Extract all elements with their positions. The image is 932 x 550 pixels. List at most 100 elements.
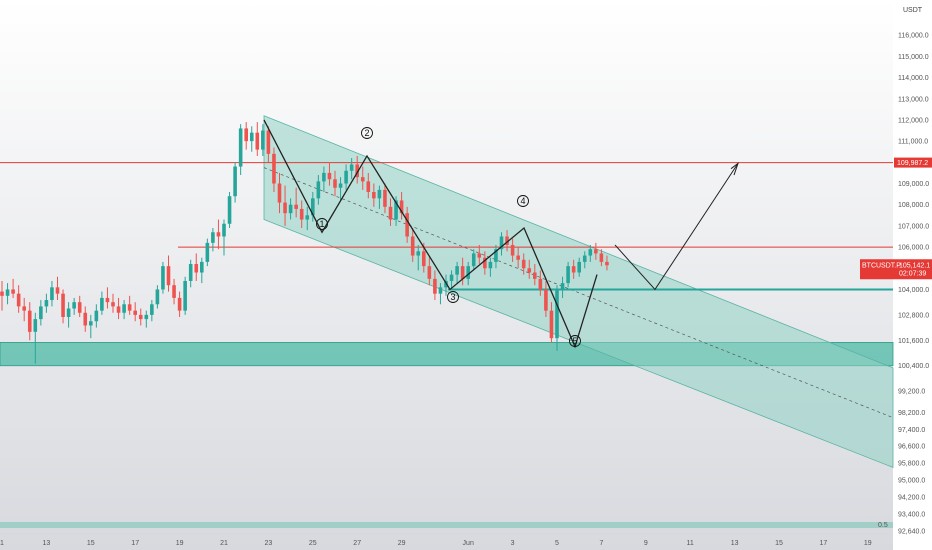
y-tick-label: 96,600.0	[898, 444, 925, 451]
candle-body	[477, 253, 482, 258]
candle-body	[0, 291, 4, 296]
candle-body	[471, 253, 476, 267]
wave-label: 1	[319, 219, 324, 229]
wave-label: 4	[520, 196, 525, 206]
x-tick-label: 19	[176, 540, 184, 547]
currency-label: USDT	[903, 7, 923, 14]
candle-body	[11, 289, 15, 294]
x-tick-label: 3	[511, 540, 515, 547]
y-tick-label: 95,800.0	[898, 461, 925, 468]
candle-body	[460, 266, 465, 279]
candle-body	[582, 255, 587, 262]
candle-body	[449, 274, 454, 281]
descending-channel	[263, 115, 894, 469]
candle-body	[360, 177, 365, 182]
candle-body	[150, 304, 154, 315]
x-tick-label: 21	[220, 540, 228, 547]
wave-label: 3	[450, 292, 455, 302]
candle-body	[194, 264, 199, 273]
wave-label-circle	[316, 218, 328, 230]
y-tick-label: 112,000.0	[898, 117, 929, 124]
fib-label: 0.5	[878, 522, 888, 529]
y-tick-label: 116,000.0	[898, 33, 929, 40]
candle-body	[455, 266, 459, 275]
resistance-price-tag	[894, 157, 932, 168]
candle-body	[344, 170, 348, 184]
y-tick-label: 97,400.0	[898, 427, 925, 434]
candle-body	[222, 223, 226, 237]
candle-body	[294, 204, 298, 209]
candle-body	[410, 236, 415, 256]
x-tick-label: 15	[87, 540, 95, 547]
x-tick-label: 11	[687, 540, 694, 547]
candle-body	[383, 189, 387, 207]
wave-label: 5	[572, 336, 577, 346]
candle-body	[438, 287, 443, 294]
candle-body	[200, 261, 204, 273]
candle-body	[227, 196, 232, 224]
candle-body	[89, 321, 93, 326]
countdown-text: 02:07:39	[899, 270, 926, 277]
candle-body	[122, 304, 126, 313]
candle-body	[571, 266, 576, 273]
candle-body	[272, 153, 276, 184]
candle-body	[605, 261, 609, 266]
candle-body	[266, 130, 271, 154]
y-tick-label: 109,000.0	[898, 181, 929, 188]
y-tick-label: 94,200.0	[898, 495, 925, 502]
x-tick-label: 9	[644, 540, 648, 547]
y-tick-label: 99,200.0	[898, 389, 925, 396]
candle-body	[577, 261, 581, 273]
candle-body	[333, 179, 337, 188]
candle-body	[288, 204, 293, 214]
candle-body	[305, 215, 310, 220]
candle-body	[238, 128, 243, 167]
x-tick-label: 13	[731, 540, 739, 547]
candle-body	[488, 261, 493, 269]
candle-body	[216, 232, 221, 237]
wave-label-circle	[517, 195, 529, 207]
candle-body	[39, 306, 43, 320]
candle-body	[560, 283, 565, 290]
candle-body	[311, 198, 315, 216]
candle-body	[22, 306, 26, 311]
candle-body	[299, 208, 304, 220]
y-tick-label: 108,000.0	[898, 202, 929, 209]
candle-body	[594, 249, 598, 254]
y-tick-label: 95,000.0	[898, 478, 925, 485]
candle-body	[105, 297, 110, 303]
x-tick-label: 17	[820, 540, 828, 547]
x-tick-label: 23	[265, 540, 273, 547]
wave-label: 2	[364, 128, 369, 138]
projection-path	[614, 163, 739, 291]
current-price-text: 105,142.1	[899, 262, 930, 269]
candle-body	[72, 302, 76, 309]
candle-body	[283, 202, 287, 214]
candle-body	[255, 132, 260, 150]
x-tick-label: 7	[599, 540, 603, 547]
candle-body	[588, 249, 593, 256]
candle-body	[494, 249, 498, 262]
candle-body	[5, 289, 10, 296]
candle-body	[50, 287, 54, 301]
candle-body	[394, 200, 398, 220]
candle-body	[66, 308, 71, 317]
candle-body	[205, 242, 210, 262]
candle-body	[133, 310, 137, 315]
wave-label-circle	[361, 127, 373, 139]
candle-body	[249, 132, 254, 142]
y-tick-label: 106,000.0	[898, 245, 929, 252]
candle-body	[55, 287, 60, 294]
y-tick-label: 115,000.0	[898, 54, 929, 61]
candle-body	[355, 164, 359, 178]
candle-body	[183, 280, 187, 311]
candle-body	[405, 213, 409, 237]
x-tick-label: 17	[131, 540, 139, 547]
candle-body	[483, 257, 487, 269]
candle-body	[521, 259, 526, 269]
candle-body	[161, 266, 165, 290]
candle-body	[433, 278, 437, 294]
candle-body	[422, 251, 426, 267]
